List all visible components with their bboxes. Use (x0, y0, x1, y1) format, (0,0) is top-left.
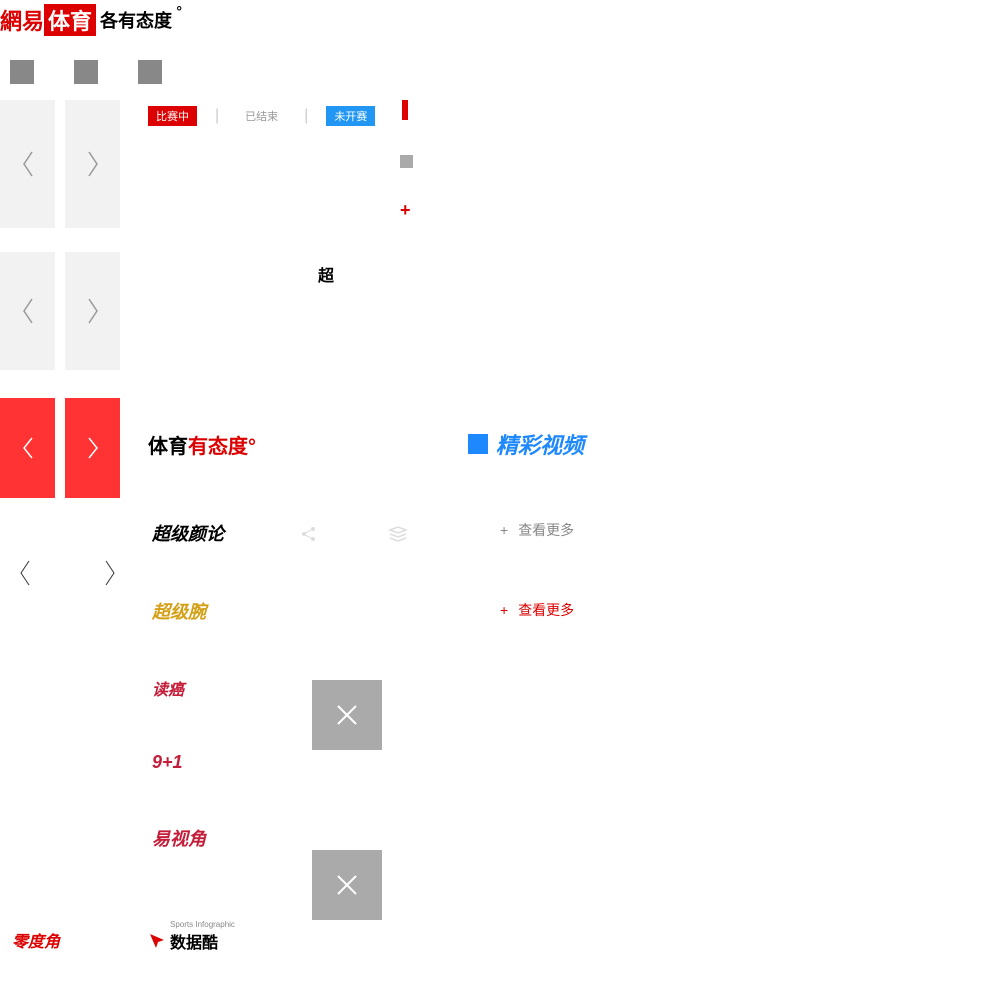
next-button[interactable] (65, 398, 120, 498)
data-cool-logo[interactable]: Sports Infographic 数据酷 (148, 920, 235, 953)
next-button[interactable] (95, 548, 125, 598)
section-red: 有态度° (188, 436, 256, 458)
more-link-1[interactable]: + 查看更多 (500, 520, 574, 540)
logo-part1[interactable]: 網易 (0, 4, 44, 36)
share-icon[interactable] (300, 525, 318, 548)
add-icon[interactable]: + (400, 200, 411, 221)
gray-indicator (400, 155, 413, 168)
video-section-header: 精彩视频 (468, 428, 584, 460)
prev-button[interactable] (0, 100, 55, 228)
share-icons-row (300, 525, 408, 548)
carousel-nav-4 (10, 548, 125, 598)
data-cool-text: 数据酷 (170, 929, 218, 953)
prev-button[interactable] (0, 398, 55, 498)
prev-button[interactable] (10, 548, 40, 598)
bold-text: 超 (318, 262, 334, 286)
red-indicator (402, 100, 408, 120)
plus-icon: + (500, 522, 508, 538)
bottom-logo[interactable]: 零度角 (12, 928, 60, 952)
next-button[interactable] (65, 252, 120, 370)
image-placeholder-2 (312, 850, 382, 920)
header: 網易 体育 各有态度 (0, 0, 1000, 40)
logo-part2[interactable]: 体育 (44, 4, 96, 36)
more-label: 查看更多 (518, 520, 574, 540)
data-cool-icon (148, 932, 166, 950)
carousel-nav-1 (0, 100, 120, 228)
more-link-2[interactable]: + 查看更多 (500, 600, 574, 620)
status-end[interactable]: 已结束 (237, 106, 286, 126)
nav-placeholder-row (10, 60, 1000, 84)
blue-square-icon (468, 434, 488, 454)
more-label: 查看更多 (518, 600, 574, 620)
stack-icon[interactable] (388, 525, 408, 548)
nav-item-placeholder[interactable] (10, 60, 34, 84)
column-logo-1[interactable]: 超级颜论 (152, 520, 224, 546)
section-title-attitude: 体育有态度° (148, 430, 256, 459)
plus-icon: + (500, 602, 508, 618)
prev-button[interactable] (0, 252, 55, 370)
nav-item-placeholder[interactable] (74, 60, 98, 84)
column-logo-2[interactable]: 超级腕 (152, 598, 224, 624)
image-placeholder-1 (312, 680, 382, 750)
column-logo-5[interactable]: 易视角 (152, 825, 224, 851)
next-button[interactable] (65, 100, 120, 228)
section-black: 体育 (148, 436, 188, 458)
status-notstart[interactable]: 未开赛 (326, 106, 375, 126)
carousel-nav-3 (0, 398, 120, 498)
match-status-row: 比赛中 | 已结束 | 未开赛 (148, 106, 375, 126)
video-title[interactable]: 精彩视频 (496, 428, 584, 460)
column-logos: 超级颜论 超级腕 读癌 9+1 易视角 (152, 520, 224, 851)
column-logo-3[interactable]: 读癌 (152, 676, 224, 700)
carousel-nav-2 (0, 252, 120, 370)
data-cool-sub: Sports Infographic (170, 920, 235, 929)
logo-sub: 各有态度 (100, 7, 172, 33)
column-logo-4[interactable]: 9+1 (152, 752, 224, 773)
status-live[interactable]: 比赛中 (148, 106, 197, 126)
nav-item-placeholder[interactable] (138, 60, 162, 84)
